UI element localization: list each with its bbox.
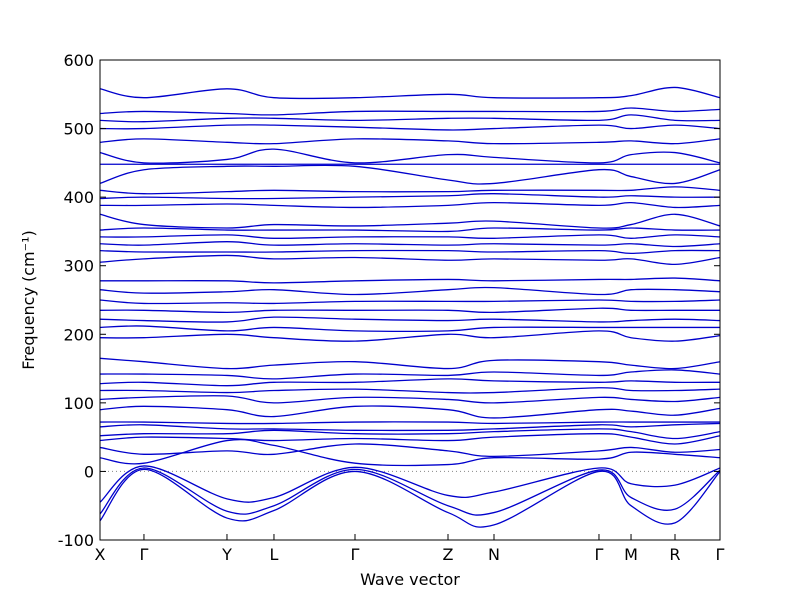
y-tick-label: -100: [58, 531, 94, 550]
y-tick-label: 300: [63, 257, 94, 276]
x-tick-label: X: [95, 545, 106, 564]
band-line-8: [99, 421, 720, 425]
x-tick-label: Y: [221, 545, 232, 564]
y-tick-label: 0: [84, 462, 94, 481]
band-line-30: [99, 186, 721, 195]
y-tick-label: 600: [63, 51, 94, 70]
band-line-25: [99, 234, 721, 239]
band-line-34: [99, 138, 721, 145]
band-line-33: [99, 148, 721, 164]
band-line-19: [99, 299, 721, 305]
band-line-37: [99, 107, 721, 116]
band-line-7: [99, 422, 721, 432]
y-axis-label: Frequency (cm⁻¹): [19, 230, 38, 369]
band-line-6: [99, 428, 721, 440]
series-layer: [99, 86, 721, 528]
x-tick-label: Γ: [716, 545, 725, 564]
y-tick-label: 100: [63, 394, 94, 413]
x-tick-label: Γ: [595, 545, 604, 564]
band-line-11: [99, 387, 721, 394]
band-line-21: [100, 277, 721, 284]
band-line-15: [99, 330, 721, 342]
band-line-4: [99, 443, 721, 457]
band-line-23: [99, 249, 721, 255]
x-tick-label: Γ: [351, 545, 360, 564]
band-line-35: [99, 124, 721, 131]
x-tick-label: Γ: [139, 545, 148, 564]
band-line-17: [99, 316, 721, 323]
band-line-29: [99, 193, 721, 200]
x-tick-label: R: [669, 545, 680, 564]
x-axis-label: Wave vector: [360, 570, 460, 589]
band-line-18: [99, 307, 720, 314]
y-tick-label: 500: [63, 120, 94, 139]
band-line-12: [99, 378, 721, 387]
band-line-10: [99, 395, 721, 404]
band-line-5: [99, 433, 721, 445]
band-line-0: [99, 468, 721, 528]
y-tick-label: 400: [63, 188, 94, 207]
band-line-22: [99, 254, 721, 265]
band-line-3: [99, 438, 721, 467]
band-line-31: [99, 164, 721, 185]
band-line-1: [99, 467, 721, 516]
band-line-9: [99, 405, 721, 419]
plot-frame: [99, 59, 721, 541]
band-line-16: [99, 325, 720, 332]
band-line-38: [99, 86, 721, 100]
x-tick-label: Z: [443, 545, 454, 564]
band-line-28: [99, 201, 721, 209]
band-line-36: [99, 114, 721, 123]
x-tick-label: L: [270, 545, 279, 564]
band-line-26: [99, 227, 721, 233]
band-line-20: [99, 286, 721, 296]
band-line-13: [99, 369, 721, 380]
y-axis-ticks: -100 0 100 200 300 400 500 600: [58, 51, 720, 550]
y-tick-label: 200: [63, 325, 94, 344]
band-line-2: [99, 465, 721, 503]
band-line-14: [99, 357, 721, 370]
band-line-24: [99, 241, 721, 248]
x-tick-label: N: [488, 545, 500, 564]
band-line-27: [99, 213, 721, 229]
x-tick-label: M: [624, 545, 638, 564]
